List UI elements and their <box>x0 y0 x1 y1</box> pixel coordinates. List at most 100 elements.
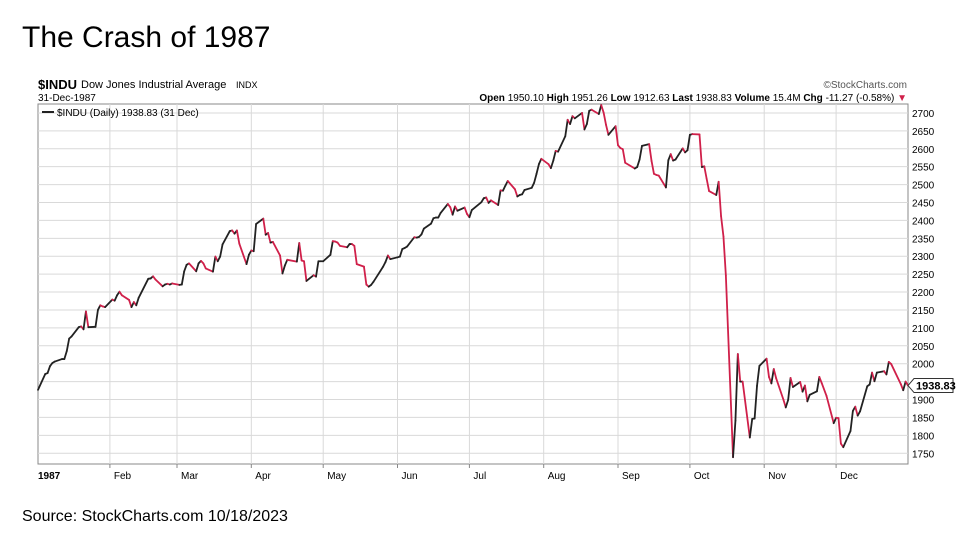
last-value: 1938.83 <box>696 93 733 104</box>
chart-index-name: Dow Jones Industrial Average <box>81 79 226 91</box>
y-tick-label: 2050 <box>912 342 935 353</box>
price-segment <box>37 373 47 391</box>
price-segment <box>420 227 425 236</box>
price-segment <box>569 115 574 125</box>
high-value: 1951.26 <box>572 93 609 104</box>
x-tick-label: Nov <box>768 471 786 482</box>
x-tick-label: Jul <box>473 471 486 482</box>
price-segment <box>85 310 90 329</box>
price-segment <box>94 309 99 328</box>
y-tick-label: 1800 <box>912 431 935 442</box>
price-segment <box>849 410 854 432</box>
y-tick-label: 2500 <box>912 181 935 192</box>
price-segment <box>602 111 607 126</box>
price-segment <box>607 125 617 136</box>
price-segment <box>842 430 852 449</box>
price-segment <box>353 244 358 266</box>
price-segment <box>221 230 231 246</box>
y-tick-label: 1750 <box>912 449 935 460</box>
price-segment <box>736 353 742 383</box>
price-segment <box>540 157 550 166</box>
price-segment <box>732 419 737 459</box>
last-label: Last <box>672 93 693 104</box>
price-segment <box>490 199 500 206</box>
price-segment <box>533 172 538 184</box>
price-segment <box>669 153 675 162</box>
chart-symbol: $INDU <box>38 77 77 92</box>
price-segment <box>564 118 569 138</box>
x-axis-year-label: 1987 <box>38 471 61 482</box>
price-segment <box>363 265 368 286</box>
price-segment <box>468 209 473 219</box>
price-segment <box>806 393 811 403</box>
price-segment <box>804 384 809 403</box>
price-segment <box>902 380 907 392</box>
price-segment <box>792 381 802 388</box>
price-segment <box>624 161 636 170</box>
price-segment <box>808 390 818 396</box>
y-tick-label: 2400 <box>912 216 935 227</box>
price-segment <box>303 260 308 282</box>
low-label: Low <box>611 93 631 104</box>
price-segment <box>890 363 902 386</box>
price-segment <box>485 196 490 204</box>
open-label: Open <box>479 93 505 104</box>
watermark: ©StockCharts.com <box>823 80 907 91</box>
chg-label: Chg <box>803 93 822 104</box>
x-tick-label: Dec <box>840 471 858 482</box>
price-segment <box>720 215 725 238</box>
last-value-tag <box>907 378 954 394</box>
price-segment <box>279 254 284 275</box>
price-segment <box>202 262 207 270</box>
price-segment <box>188 262 198 273</box>
price-segment <box>252 223 257 253</box>
price-segment <box>748 417 754 439</box>
price-segment <box>686 133 691 152</box>
y-tick-label: 2250 <box>912 270 935 281</box>
slide-title: The Crash of 1987 <box>22 21 271 54</box>
source-note: Source: StockCharts.com 10/18/2023 <box>22 508 288 525</box>
price-segment <box>585 109 591 125</box>
price-segment <box>271 241 281 257</box>
price-segment <box>212 255 217 273</box>
price-segment <box>665 159 670 189</box>
y-tick-label: 2600 <box>912 145 935 156</box>
price-segment <box>650 160 655 175</box>
price-segment <box>636 158 641 168</box>
price-segment <box>281 264 286 275</box>
price-segment <box>497 189 502 206</box>
price-segment <box>573 112 583 120</box>
price-segment <box>705 177 710 192</box>
price-segment <box>530 181 536 189</box>
price-segment <box>63 350 68 360</box>
price-segment <box>648 143 653 162</box>
price-segment <box>775 377 785 401</box>
price-segment <box>245 253 250 266</box>
price-segment <box>859 385 869 413</box>
price-segment <box>885 361 890 376</box>
y-tick-label: 2700 <box>912 109 935 120</box>
price-segment <box>674 147 684 161</box>
price-segment <box>605 123 610 136</box>
price-segment <box>283 258 289 267</box>
x-tick-label: Aug <box>548 471 566 482</box>
price-segment <box>305 274 315 282</box>
plot-area <box>37 103 909 465</box>
price-segment <box>439 203 449 214</box>
price-segment <box>372 265 385 283</box>
y-tick-label: 2450 <box>912 199 935 210</box>
quote-line: Open 1950.10 High 1951.26 Low 1912.63 La… <box>479 93 907 104</box>
x-tick-label: Mar <box>181 471 199 482</box>
x-tick-label: Jun <box>402 471 418 482</box>
price-segment <box>698 133 703 168</box>
price-segment <box>703 165 708 180</box>
price-segment <box>868 371 873 386</box>
chart-date: 31-Dec-1987 <box>38 93 96 104</box>
price-segment <box>657 174 667 189</box>
price-segment <box>195 262 200 273</box>
x-tick-label: May <box>327 471 346 482</box>
price-segment <box>873 371 878 383</box>
price-series <box>37 104 909 459</box>
price-segment <box>286 258 298 263</box>
y-tick-label: 2150 <box>912 306 935 317</box>
